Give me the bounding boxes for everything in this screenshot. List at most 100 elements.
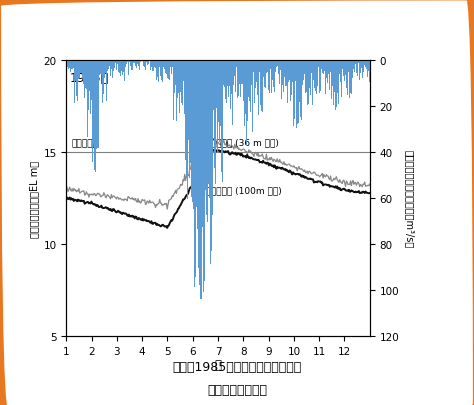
Bar xyxy=(263,61,264,96)
Bar xyxy=(93,61,94,144)
Bar xyxy=(100,61,101,75)
Bar xyxy=(101,61,102,76)
Bar xyxy=(327,61,328,84)
Bar xyxy=(68,61,69,70)
Bar xyxy=(330,61,331,73)
Bar xyxy=(206,61,207,216)
Bar xyxy=(111,61,112,70)
Bar xyxy=(114,61,115,68)
Text: 図３　1985年の誘発涵養量の変化: 図３ 1985年の誘発涵養量の変化 xyxy=(173,360,301,373)
Bar xyxy=(184,61,185,115)
Bar xyxy=(88,61,89,90)
Bar xyxy=(311,61,312,74)
Bar xyxy=(109,61,110,67)
Bar xyxy=(72,61,73,70)
Bar xyxy=(66,61,67,77)
Bar xyxy=(366,61,367,70)
Bar xyxy=(189,61,190,178)
Bar xyxy=(216,61,217,109)
Bar xyxy=(362,61,363,79)
Bar xyxy=(298,61,299,99)
Bar xyxy=(242,61,243,85)
Bar xyxy=(246,61,247,146)
Bar xyxy=(357,61,358,77)
Bar xyxy=(314,61,315,89)
Bar xyxy=(126,61,127,65)
Bar xyxy=(268,61,269,91)
Bar xyxy=(261,61,262,112)
Bar xyxy=(179,61,180,113)
Bar xyxy=(333,61,334,105)
Bar xyxy=(178,61,179,94)
Bar xyxy=(176,61,177,122)
Bar xyxy=(226,61,227,104)
Bar xyxy=(207,61,208,223)
Bar xyxy=(165,61,166,74)
Bar xyxy=(172,61,173,68)
Bar xyxy=(161,61,162,81)
Text: 1985年: 1985年 xyxy=(70,72,109,85)
Bar xyxy=(220,61,221,127)
Bar xyxy=(197,61,198,230)
Bar xyxy=(308,61,309,81)
Bar xyxy=(166,61,167,75)
Bar xyxy=(85,61,86,89)
Bar xyxy=(209,61,210,185)
Bar xyxy=(285,61,286,87)
Bar xyxy=(304,61,305,75)
Bar xyxy=(150,61,151,71)
Bar xyxy=(128,61,129,76)
Bar xyxy=(200,61,201,299)
Bar xyxy=(117,61,118,65)
Bar xyxy=(89,61,90,92)
Bar xyxy=(97,61,98,148)
Bar xyxy=(73,61,74,69)
Bar xyxy=(133,61,134,64)
Bar xyxy=(90,61,91,115)
Bar xyxy=(282,61,283,86)
Bar xyxy=(136,61,137,69)
Bar xyxy=(135,61,136,67)
Bar xyxy=(153,61,154,68)
Bar xyxy=(131,61,132,71)
Bar xyxy=(305,61,306,94)
Bar xyxy=(158,61,159,83)
Bar xyxy=(262,61,263,112)
Bar xyxy=(119,61,120,74)
Bar xyxy=(112,61,113,79)
Bar xyxy=(168,61,169,79)
Bar xyxy=(113,61,114,72)
Bar xyxy=(210,61,211,264)
Bar xyxy=(79,61,80,78)
Bar xyxy=(107,61,108,72)
Bar xyxy=(315,61,316,92)
Bar xyxy=(204,61,205,281)
Bar xyxy=(94,61,95,171)
Bar xyxy=(83,61,84,85)
Bar xyxy=(354,61,355,72)
Bar xyxy=(289,61,290,81)
Bar xyxy=(341,61,342,98)
Y-axis label: 地下水位・水頭（EL m）: 地下水位・水頭（EL m） xyxy=(29,160,39,237)
Bar xyxy=(104,61,105,78)
Bar xyxy=(256,61,257,83)
Bar xyxy=(357,61,358,66)
Bar xyxy=(251,61,252,85)
Bar xyxy=(328,61,329,75)
Bar xyxy=(230,61,231,110)
Bar xyxy=(320,61,321,91)
Bar xyxy=(240,61,241,98)
Bar xyxy=(333,61,334,94)
Bar xyxy=(105,61,106,74)
Bar xyxy=(277,61,278,67)
Bar xyxy=(345,61,346,76)
Bar xyxy=(324,61,325,72)
Bar xyxy=(257,61,258,79)
Bar xyxy=(205,61,206,191)
Bar xyxy=(259,61,260,73)
Bar xyxy=(145,61,146,71)
Bar xyxy=(245,61,246,115)
Bar xyxy=(346,61,347,89)
Bar xyxy=(81,61,82,74)
Bar xyxy=(288,61,289,104)
